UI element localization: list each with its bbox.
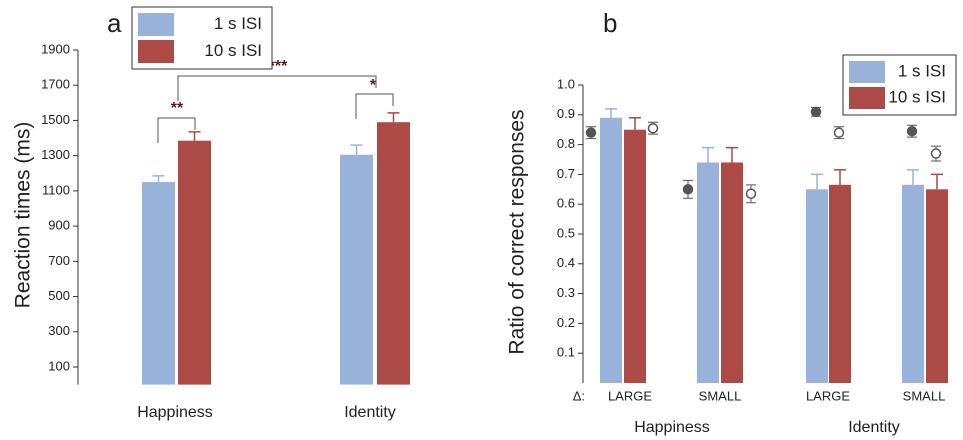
legend-label: 10 s ISI [204,41,262,60]
marker [810,106,822,118]
x-tick-label: LARGE [608,388,652,403]
y-tick-label: 1100 [42,182,70,197]
x-tick-label: SMALL [699,388,742,403]
error-bar [629,117,641,130]
y-tick-label: 100 [48,358,70,373]
error-bar [702,146,714,163]
bar [829,184,851,383]
bar [806,189,828,383]
y-tick-label: 500 [48,288,70,303]
legend-label: 1 s ISI [898,61,946,80]
panel-letter: b [603,8,617,38]
x-tick-label: LARGE [806,388,850,403]
significance-bracket [157,117,196,143]
y-tick-label: 700 [48,253,70,268]
y-tick-label: 1500 [41,112,70,127]
y-tick-label: 900 [48,218,70,233]
legend-label: 1 s ISI [214,14,262,33]
bar [142,182,175,385]
y-tick-label: 300 [48,323,70,338]
marker [682,184,694,195]
legend-swatch [138,13,174,36]
marker [585,127,597,138]
error-bar [152,175,165,183]
panel: a Reaction times (ms) 100 300 500 700 900 1100 1… [12,6,410,421]
category-prefix: Δ: [573,388,585,403]
error-bar [811,173,823,190]
legend-swatch [138,40,174,63]
bar [926,189,948,383]
y-tick-label: 1300 [41,147,70,162]
y-tick-label: 0.9 [557,106,575,121]
y-tick-label: 1900 [41,41,70,56]
bar [721,162,743,383]
bar [624,129,646,383]
significance-label: ** [171,100,184,117]
panel-letter: a [107,8,122,38]
marker [647,122,659,134]
bar [340,154,373,385]
group-label: Happiness [634,419,710,436]
bar [377,122,410,385]
significance-bracket [177,75,377,101]
bar [600,117,622,383]
marker [906,125,918,137]
significance-label: * [370,77,377,94]
group-label: Identity [848,419,900,436]
error-bar [605,108,617,118]
error-bar [350,144,363,155]
error-bar [726,146,738,163]
marker [745,188,757,200]
y-axis-label: Ratio of correct responses [506,109,529,354]
marker [833,127,845,138]
y-tick-label: 0.5 [557,225,575,240]
error-bar [907,169,919,185]
error-bar [834,169,846,185]
error-bar [931,173,943,190]
error-bar [387,112,400,123]
y-tick-label: 0.2 [557,315,575,330]
y-tick-label: 0.8 [557,136,575,151]
error-bar [188,131,201,141]
marker [930,148,942,159]
bar [697,162,719,383]
y-tick-label: 1.0 [557,76,575,91]
panel: b Ratio of correct responses 0.1 0.2 0.3 0.4 0… [506,8,957,436]
y-tick-label: 0.7 [557,166,575,181]
bar [178,140,211,385]
y-tick-label: 1700 [41,77,70,92]
x-tick-label: Happiness [137,404,213,421]
x-tick-label: SMALL [903,388,946,403]
y-tick-label: 0.4 [557,255,575,270]
y-axis-label: Reaction times (ms) [12,122,35,309]
significance-label: *** [269,58,288,75]
x-tick-label: Identity [344,404,396,421]
y-tick-label: 0.1 [557,345,575,360]
significance-bracket [355,93,394,119]
legend-swatch [849,87,885,109]
y-tick-label: 0.6 [557,196,575,211]
y-tick-label: 0.3 [557,285,575,300]
legend-label: 10 s ISI [888,87,946,106]
bar [902,184,924,383]
legend-swatch [849,61,885,83]
